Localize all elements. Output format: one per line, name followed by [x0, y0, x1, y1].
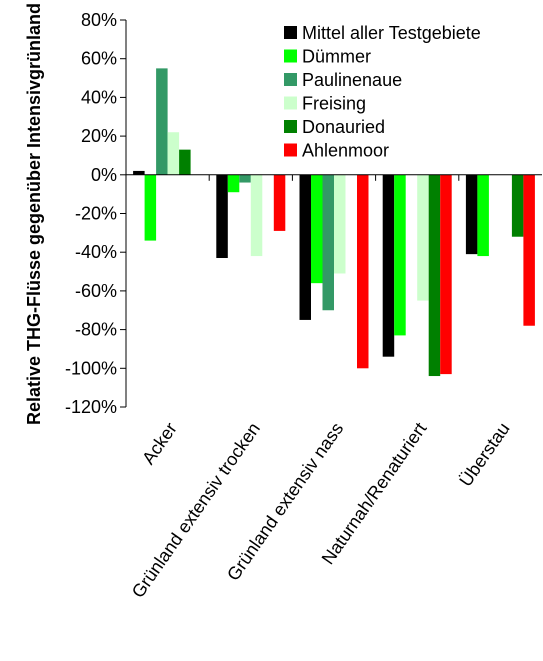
legend-label: Freising	[302, 94, 366, 114]
y-tick-label: 40%	[81, 87, 117, 107]
legend-label: Donauried	[302, 117, 385, 137]
legend-swatch	[284, 120, 297, 133]
bar	[273, 174, 286, 231]
bar	[239, 174, 251, 183]
y-tick-label: -40%	[75, 242, 117, 262]
bar	[428, 174, 441, 377]
legend-label: Mittel aller Testgebiete	[302, 23, 481, 43]
bar	[322, 174, 334, 311]
y-axis-title-group: Relative THG-Flüsse gegenüber Intensivgr…	[24, 3, 44, 425]
bar	[357, 174, 369, 369]
bar	[216, 174, 228, 259]
legend-label: Ahlenmoor	[302, 141, 389, 161]
legend-swatch	[284, 73, 297, 86]
legend: Mittel aller Testgebiete Dümmer Paulinenau…	[284, 23, 481, 161]
legend-swatch	[284, 143, 297, 157]
legend-label: Dümmer	[302, 47, 371, 67]
y-tick-label: 20%	[81, 126, 117, 146]
legend-label: Paulinenaue	[302, 70, 402, 90]
bar	[299, 174, 311, 320]
legend-swatch	[284, 49, 297, 63]
bar	[477, 174, 489, 257]
bar	[156, 68, 168, 175]
bar	[334, 174, 346, 274]
bar	[440, 174, 452, 375]
bar	[144, 174, 157, 241]
y-tick-label: -20%	[75, 204, 117, 224]
bar	[511, 174, 524, 237]
bar	[167, 132, 180, 175]
bar	[523, 174, 535, 326]
bar	[382, 174, 395, 357]
y-tick-label: -60%	[75, 281, 117, 301]
y-tick-label: 0%	[91, 165, 117, 185]
y-tick-label: -120%	[65, 397, 117, 417]
x-category-label: Acker	[138, 419, 181, 468]
bar	[133, 170, 145, 175]
y-tick-label: 60%	[81, 49, 117, 69]
bar	[417, 174, 429, 301]
bar	[394, 174, 406, 336]
bar	[250, 174, 263, 257]
y-tick-label: 80%	[81, 10, 117, 30]
y-axis-title: Relative THG-Flüsse gegenüber Intensivgr…	[24, 3, 44, 425]
bar	[179, 149, 191, 175]
legend-swatch	[284, 26, 297, 39]
bar	[311, 174, 323, 284]
legend-swatch	[284, 96, 297, 110]
bar	[227, 174, 240, 193]
y-tick-label: -80%	[75, 320, 117, 340]
bar	[465, 174, 478, 255]
y-tick-label: -100%	[65, 358, 117, 378]
x-category-label: Überstau	[455, 419, 513, 490]
